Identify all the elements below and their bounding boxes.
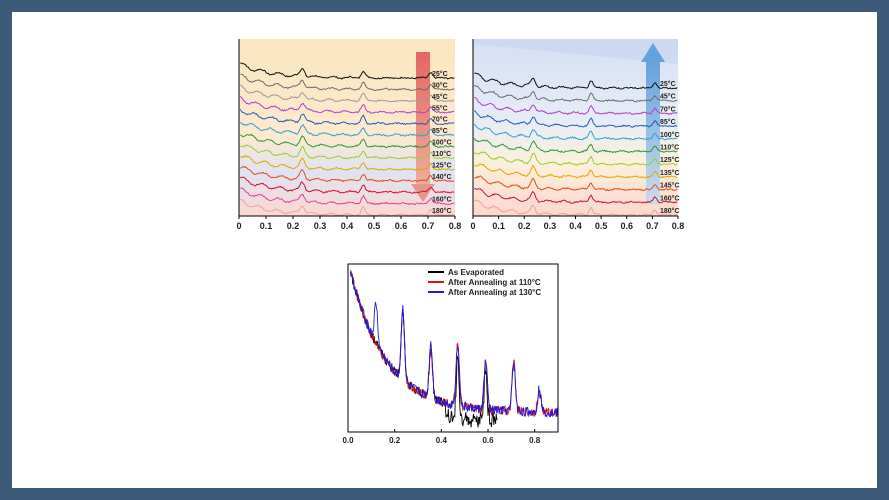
series-line-100c: [473, 123, 678, 141]
series-line-55c: [239, 95, 455, 114]
x-tick-label: 0: [470, 221, 475, 231]
panel-b-frame: [347, 263, 559, 433]
series-label-110c: 110°C: [660, 144, 679, 152]
series-line-30c: [240, 73, 455, 92]
series-line-125c: [473, 151, 678, 166]
x-tick-label: 0.7: [422, 221, 435, 231]
x-tick-label: 0.4: [569, 221, 582, 231]
cooling-arrow-head: [641, 43, 665, 62]
legend-entry-0: As Evaporated: [448, 268, 504, 277]
x-tick-label: 0.8: [449, 221, 462, 231]
series-label-125c: 125°C: [432, 161, 452, 169]
series-line-45c: [474, 84, 678, 103]
x-tick-label: 0: [236, 221, 241, 231]
series-line-25c: [474, 72, 678, 90]
series-label-55c: 55°C: [432, 104, 448, 112]
series-label-140c: 140°C: [432, 173, 452, 181]
x-tick-label: 0.0: [342, 436, 354, 445]
x-tick-label: 0.1: [260, 221, 273, 231]
x-tick-label: 0.8: [672, 221, 685, 231]
x-tick-label: 0.2: [287, 221, 300, 231]
panel-a-cooling: 25°C 45°C 70°C 85°C 100°C 110°C 125°C 135°C 145°…: [470, 39, 684, 231]
series-label-100c: 100°C: [660, 131, 680, 139]
series-line-70c: [239, 109, 455, 126]
legend-entry-1: After Annealing at 110°C: [448, 278, 541, 287]
x-tick-label: 0.3: [314, 221, 327, 231]
x-tick-label: 0.4: [436, 436, 448, 445]
panel-a-heating: 25°C 30°C 45°C 55°C 70°C 85°C 100°C 110°C 125°C 1…: [236, 39, 461, 231]
x-tick-label: 0.6: [620, 221, 633, 231]
panel-a-temperature-labels: 25°C 30°C 45°C 55°C 70°C 85°C 100°C 110°C 125°C 1…: [432, 70, 452, 215]
panel-cooling-curves: [473, 72, 678, 217]
series-line-135c: [474, 163, 678, 179]
x-tick-label: 0.8: [529, 436, 541, 445]
panel-cooling-background: [473, 39, 678, 216]
x-tick-label: 0.3: [544, 221, 557, 231]
panel-b-series-line-2: [349, 272, 559, 418]
series-line-70c: [474, 96, 678, 115]
series-label-180c: 180°C: [432, 207, 452, 215]
series-label-180c: 180°C: [660, 207, 680, 215]
series-line-145c: [474, 175, 678, 192]
series-line-110c: [473, 137, 678, 154]
panel-b-x-ticks: 0.0 0.2 0.4 0.6 0.8: [342, 429, 541, 445]
panel-b-curves: [349, 269, 559, 428]
x-tick-label: 0.1: [492, 221, 505, 231]
series-label-70c: 70°C: [660, 105, 676, 113]
series-label-160c: 160°C: [660, 194, 680, 202]
x-tick-label: 0.6: [395, 221, 408, 231]
panel-a-curves: [239, 62, 455, 217]
series-line-25c: [240, 62, 455, 80]
series-label-85c: 85°C: [432, 127, 448, 135]
series-label-70c: 70°C: [432, 116, 448, 124]
series-label-45c: 45°C: [660, 93, 676, 101]
series-label-160c: 160°C: [432, 196, 452, 204]
x-tick-label: 0.4: [341, 221, 354, 231]
series-line-45c: [240, 84, 455, 103]
series-label-110c: 110°C: [432, 150, 451, 158]
cooling-arrow-shaft: [646, 62, 660, 204]
heating-arrow-shaft: [416, 52, 430, 184]
legend-entry-2: After Annealing at 130°C: [448, 288, 541, 297]
series-label-30c: 30°C: [432, 81, 448, 89]
series-line-180c: [474, 199, 678, 217]
x-tick-label: 0.5: [368, 221, 381, 231]
series-line-100c: [240, 133, 455, 149]
series-label-85c: 85°C: [660, 118, 676, 126]
series-label-25c: 25°C: [660, 80, 676, 88]
x-tick-label: 0.2: [389, 436, 401, 445]
series-label-45c: 45°C: [432, 93, 448, 101]
panel-cooling-temperature-labels: 25°C 45°C 70°C 85°C 100°C 110°C 125°C 135°C 145°…: [660, 80, 680, 215]
series-line-unlabeled-10: [240, 176, 455, 194]
series-line-110c: [240, 144, 455, 160]
figure-canvas: 25°C 30°C 45°C 55°C 70°C 85°C 100°C 110°C 125°C 1…: [236, 39, 684, 445]
series-line-140c: [240, 165, 455, 183]
x-tick-label: 0.2: [518, 221, 531, 231]
series-label-100c: 100°C: [432, 139, 452, 147]
series-line-125c: [240, 155, 455, 172]
series-line-160c: [474, 188, 678, 204]
series-label-25c: 25°C: [432, 70, 448, 78]
series-label-125c: 125°C: [660, 156, 680, 164]
series-label-145c: 145°C: [660, 182, 680, 190]
series-line-85c: [474, 110, 678, 128]
panel-cooling-x-ticks: 0 0.1 0.2 0.3 0.4 0.5 0.6 0.7 0.8: [470, 216, 684, 231]
cooling-top-wedge: [473, 39, 678, 64]
series-line-180c: [240, 198, 455, 217]
series-line-85c: [240, 121, 455, 137]
panel-a-x-ticks: 0 0.1 0.2 0.3 0.4 0.5 0.6 0.7 0.8: [236, 216, 461, 231]
figure-slide: 25°C 30°C 45°C 55°C 70°C 85°C 100°C 110°C 125°C 1…: [12, 12, 877, 488]
x-tick-label: 0.6: [482, 436, 494, 445]
series-label-135c: 135°C: [660, 169, 680, 177]
series-line-160c: [240, 187, 455, 206]
x-tick-label: 0.5: [595, 221, 608, 231]
x-tick-label: 0.7: [646, 221, 659, 231]
